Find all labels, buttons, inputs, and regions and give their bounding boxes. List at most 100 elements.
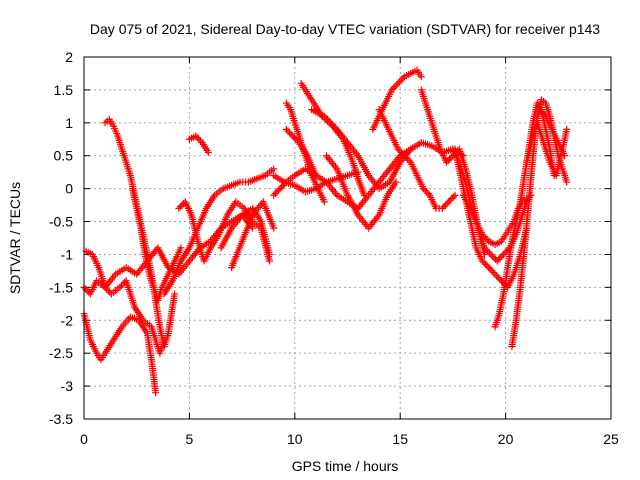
- data-point: [498, 252, 506, 260]
- data-point: [176, 203, 184, 211]
- x-tick-label: 0: [80, 431, 88, 447]
- y-tick-label: -1: [61, 246, 74, 262]
- data-point: [196, 137, 204, 145]
- data-point: [192, 132, 200, 140]
- data-point: [482, 246, 490, 254]
- data-point: [116, 283, 124, 291]
- data-point: [273, 188, 281, 196]
- data-point: [486, 265, 494, 273]
- data-point: [325, 117, 333, 125]
- y-tick-label: 0.5: [54, 148, 74, 164]
- data-point: [485, 249, 493, 257]
- x-axis-label: GPS time / hours: [292, 458, 399, 474]
- x-tick-label: 5: [186, 431, 194, 447]
- ticks: -3.5-3-2.5-2-1.5-1-0.500.511.520 5 10 15 20 2…: [49, 49, 619, 447]
- data-point: [495, 255, 503, 263]
- data-point: [177, 244, 185, 252]
- data-point: [535, 106, 543, 114]
- data-point: [328, 120, 336, 128]
- data-point: [445, 198, 453, 206]
- data-point: [443, 199, 451, 207]
- data-point: [488, 267, 496, 275]
- data-point: [488, 252, 496, 260]
- data-point: [320, 198, 328, 206]
- series-t26: [533, 119, 571, 179]
- data-point: [104, 287, 112, 295]
- data-point: [480, 259, 488, 267]
- x-tick-label: 25: [603, 431, 619, 447]
- data-point: [478, 231, 486, 239]
- data-point: [82, 285, 90, 293]
- data-point: [330, 122, 338, 130]
- y-tick-label: 2: [65, 49, 73, 65]
- data-point: [478, 257, 486, 265]
- x-tick-label: 20: [498, 431, 514, 447]
- data-point: [397, 148, 405, 156]
- plot-border: [83, 56, 612, 420]
- data-point: [270, 165, 278, 173]
- data-point: [446, 155, 454, 163]
- data-point: [152, 389, 160, 397]
- y-tick-label: -1.5: [49, 279, 73, 295]
- data-point: [490, 254, 498, 262]
- data-point: [537, 107, 545, 115]
- data-point: [493, 257, 501, 265]
- data-point: [193, 134, 201, 142]
- y-tick-label: -3.5: [49, 411, 73, 427]
- data-point: [444, 157, 452, 165]
- series-t17: [322, 152, 400, 232]
- data-point: [496, 275, 504, 283]
- data-point: [195, 135, 203, 143]
- series-t10: [228, 198, 278, 272]
- data-point: [419, 185, 427, 193]
- data-point: [540, 111, 548, 119]
- data-point: [451, 191, 459, 199]
- data-point: [442, 201, 450, 209]
- data-point: [284, 127, 292, 135]
- data-point: [561, 152, 569, 160]
- data-point: [487, 250, 495, 258]
- data-point: [394, 145, 402, 153]
- data-point: [266, 257, 274, 265]
- data-point: [175, 204, 183, 212]
- data-point: [438, 204, 446, 212]
- data-point: [396, 147, 404, 155]
- data-point: [402, 153, 410, 161]
- data-point: [388, 86, 396, 94]
- data-point: [292, 135, 300, 143]
- data-point: [266, 250, 274, 258]
- data-point: [119, 280, 127, 288]
- data-point: [103, 285, 111, 293]
- data-point: [101, 283, 109, 291]
- data-point: [489, 269, 497, 277]
- series-t8: [185, 132, 212, 156]
- y-tick-label: -2.5: [49, 345, 73, 361]
- data-point: [424, 190, 432, 198]
- data-point: [448, 195, 456, 203]
- data-point: [360, 191, 368, 199]
- data-point: [491, 270, 499, 278]
- data-point: [279, 181, 287, 189]
- series-t25: [508, 96, 571, 351]
- data-point: [446, 196, 454, 204]
- series-t3: [82, 247, 168, 357]
- series-t19: [375, 106, 459, 212]
- data-point: [503, 247, 511, 255]
- data-point: [405, 157, 413, 165]
- data-point: [397, 76, 405, 84]
- data-point: [83, 287, 91, 295]
- data-point: [499, 250, 507, 258]
- data-point: [392, 178, 400, 186]
- series-t16: [308, 106, 467, 193]
- data-point: [480, 232, 488, 240]
- y-tick-label: -3: [61, 378, 74, 394]
- data-point: [389, 84, 397, 92]
- data-point: [449, 193, 457, 201]
- series-t18: [369, 66, 425, 133]
- y-tick-label: -0.5: [49, 214, 73, 230]
- data-point: [400, 152, 408, 160]
- y-tick-label: -2: [61, 312, 74, 328]
- data-point: [417, 73, 425, 81]
- data-point: [289, 132, 297, 140]
